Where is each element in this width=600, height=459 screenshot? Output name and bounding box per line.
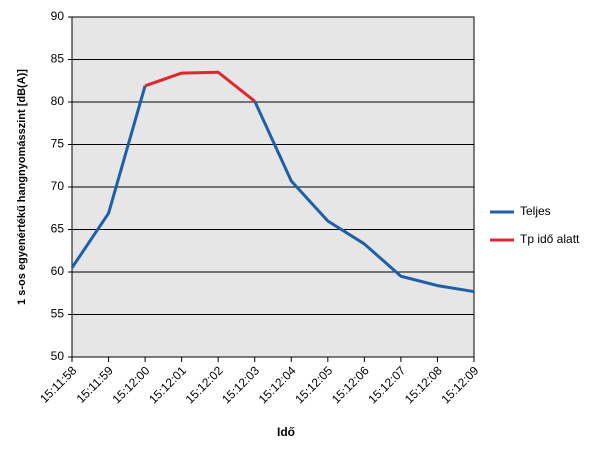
legend-label: Tp idő alatt [520,232,580,246]
y-tick-label: 90 [51,9,65,23]
x-tick-label: 15:12:03 [219,363,262,406]
x-tick-label: 15:12:01 [146,363,189,406]
x-tick-label: 15:11:58 [37,363,80,406]
y-tick-label: 60 [51,264,65,278]
x-tick-label: 15:12:02 [183,363,226,406]
y-axis-title: 1 s-os egyenértékű hangnyomásszint [dB(A… [16,69,28,305]
x-axis-title: Idő [277,425,295,439]
x-tick-label: 15:12:08 [402,363,445,406]
x-tick-label: 15:11:59 [74,363,117,406]
legend-label: Teljes [520,204,551,218]
x-tick-label: 15:12:04 [256,363,299,406]
x-tick-label: 15:12:07 [365,363,408,406]
x-tick-label: 15:12:05 [292,363,335,406]
x-tick-label: 15:12:06 [329,363,372,406]
y-tick-label: 80 [51,94,65,108]
y-tick-label: 55 [51,307,65,321]
y-tick-label: 50 [51,349,65,363]
y-tick-label: 75 [51,137,65,151]
series-line [144,70,256,103]
y-tick-label: 65 [51,222,65,236]
x-tick-label: 15:12:09 [438,363,481,406]
y-tick-label: 85 [51,52,65,66]
series-line [70,85,475,294]
x-tick-label: 15:12:00 [110,363,153,406]
y-tick-label: 70 [51,179,65,193]
